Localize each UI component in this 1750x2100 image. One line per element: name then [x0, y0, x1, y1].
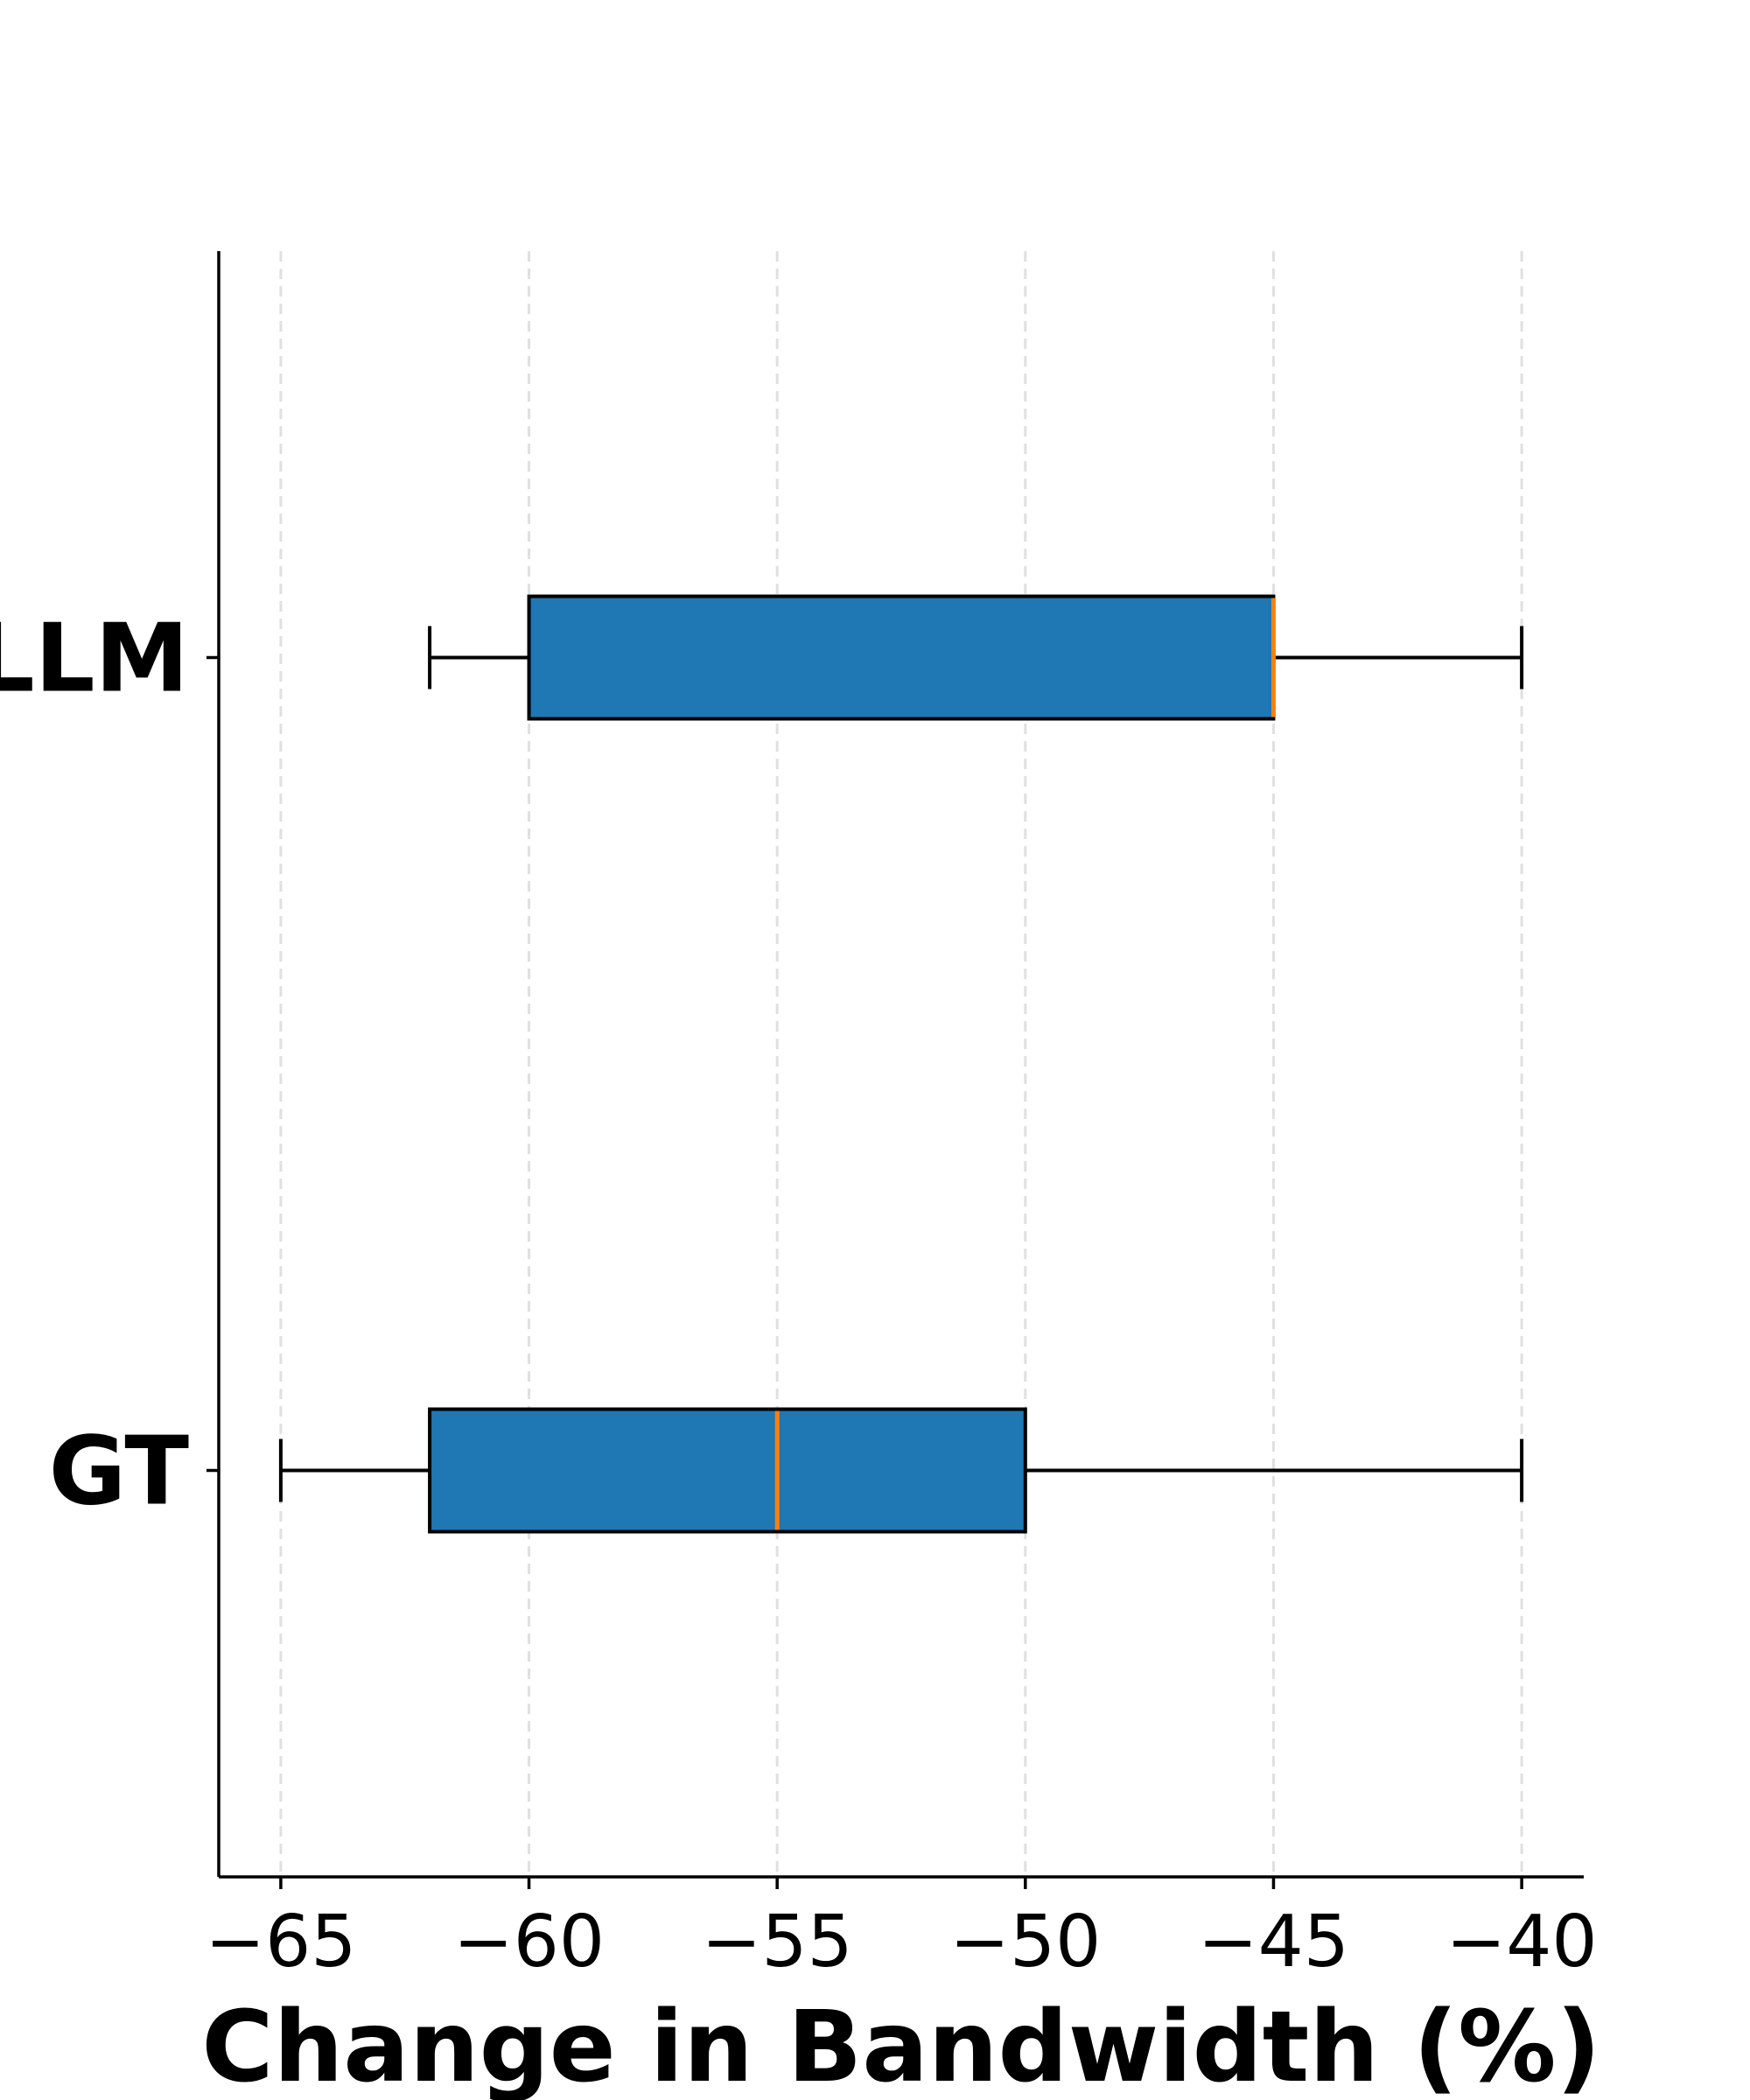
x-tick-label: −65: [205, 1900, 356, 1984]
iqr-box: [428, 1407, 1027, 1534]
box-gt: [206, 1407, 1524, 1534]
x-tick-label: −50: [949, 1900, 1101, 1984]
y-category-label: LLM: [0, 605, 189, 714]
boxes: [206, 594, 1524, 1534]
x-axis-title: Change in Bandwidth (%): [201, 1991, 1600, 2100]
y-axis-labels: GT LLM: [0, 605, 189, 1527]
x-tick-label: −40: [1446, 1900, 1598, 1984]
grid-lines: [279, 251, 1523, 1877]
box-llm: [206, 594, 1524, 721]
x-tick-label: −55: [702, 1900, 853, 1984]
x-axis-ticks: −65 −60 −55 −50 −45 −40: [205, 1877, 1598, 1984]
y-category-label: GT: [49, 1418, 190, 1527]
x-tick-label: −60: [453, 1900, 605, 1984]
x-tick-label: −45: [1198, 1900, 1349, 1984]
iqr-box: [527, 594, 1276, 721]
